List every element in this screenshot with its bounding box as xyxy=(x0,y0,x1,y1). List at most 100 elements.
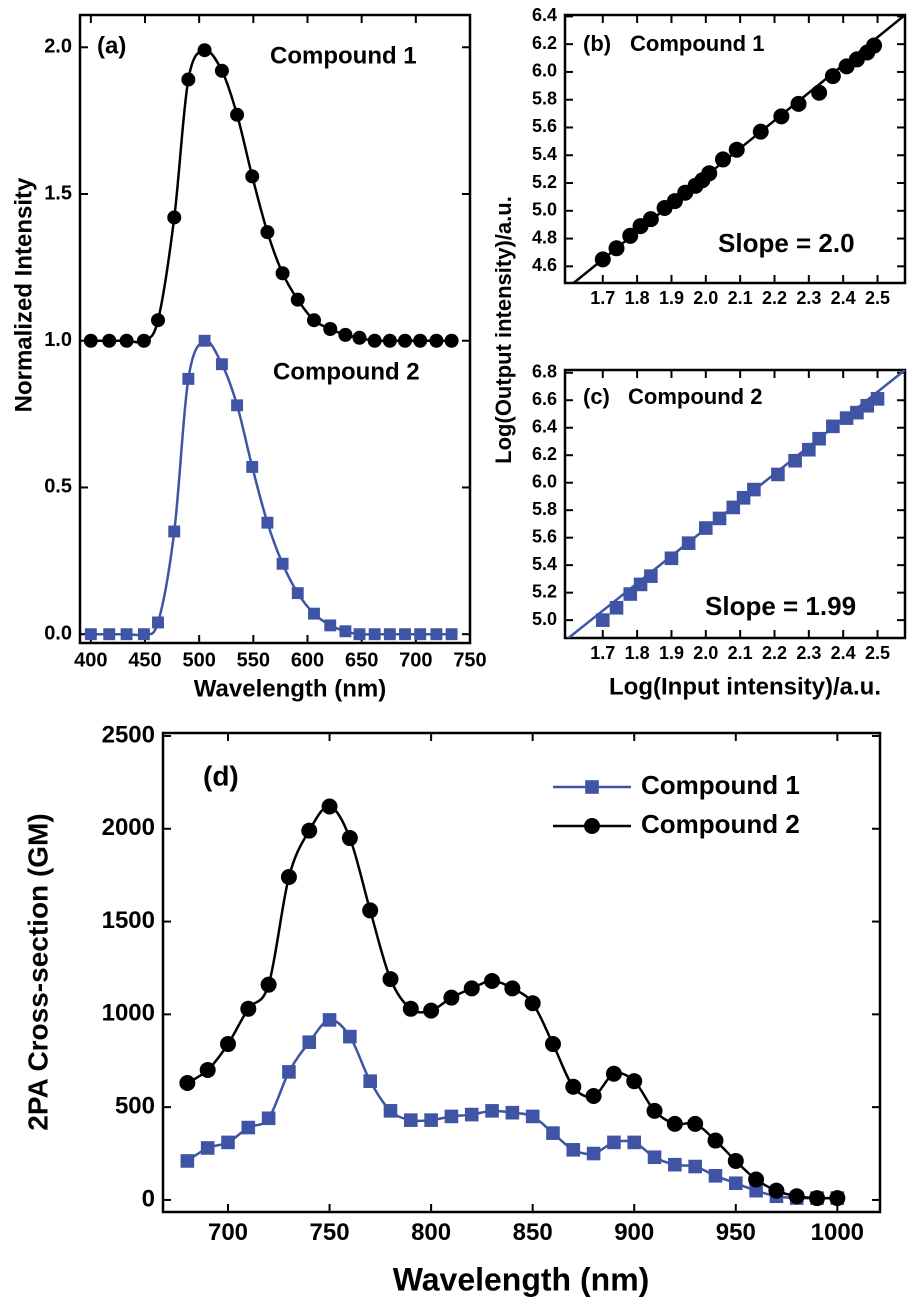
marker xyxy=(788,1188,805,1205)
marker xyxy=(414,628,427,641)
x-tick-label: 700 xyxy=(208,1219,248,1246)
marker xyxy=(850,405,864,420)
y-tick-label: 6.0 xyxy=(532,471,557,491)
series-label: Compound 1 xyxy=(270,42,417,69)
marker xyxy=(179,1075,196,1092)
marker xyxy=(197,43,212,58)
marker xyxy=(261,516,274,529)
marker xyxy=(748,1171,765,1188)
marker xyxy=(280,869,297,886)
marker xyxy=(102,333,117,348)
marker xyxy=(399,628,411,641)
marker xyxy=(245,169,260,184)
marker xyxy=(291,587,304,600)
x-tick-label: 650 xyxy=(345,649,378,671)
marker xyxy=(219,1036,236,1053)
x-tick-label: 700 xyxy=(399,649,432,671)
marker xyxy=(485,1104,499,1118)
y-tick-label: 0.5 xyxy=(44,476,72,498)
marker xyxy=(383,628,396,641)
marker xyxy=(322,1013,337,1027)
marker xyxy=(402,1000,419,1017)
x-tick-label: 550 xyxy=(237,649,270,671)
y-tick-label: 5.6 xyxy=(532,526,557,546)
marker xyxy=(362,902,379,919)
series-line xyxy=(566,370,905,638)
y-tick-label: 1.5 xyxy=(44,182,72,204)
x-tick-label: 1.9 xyxy=(659,643,684,663)
y-tick-label: 0.0 xyxy=(44,622,72,644)
panel: 400 450 500 550 600 650 700 750 0.0 0.5 1.0 1.5 2.0 C… xyxy=(10,13,487,702)
marker xyxy=(727,1152,744,1169)
panel: 700 750 800 850 900 950 1000 0 500 1000 1500 2000 25… xyxy=(22,721,882,1297)
marker xyxy=(324,619,337,632)
marker xyxy=(382,971,399,988)
y-tick-label: 1000 xyxy=(102,1000,155,1027)
y-tick-label: 5.4 xyxy=(532,144,557,164)
marker xyxy=(595,613,610,627)
x-tick-label: 1000 xyxy=(811,1219,864,1246)
y-tick-label: 2.0 xyxy=(44,36,72,58)
marker xyxy=(429,333,444,348)
marker xyxy=(708,1169,723,1183)
marker xyxy=(382,333,397,348)
x-tick-label: 400 xyxy=(74,649,107,671)
x-axis-label: Wavelength (nm) xyxy=(393,1261,650,1297)
marker xyxy=(664,551,679,566)
x-tick-label: 450 xyxy=(128,649,161,671)
marker xyxy=(646,1102,663,1119)
marker xyxy=(199,1062,216,1079)
marker xyxy=(688,1159,702,1174)
y-tick-label: 6.0 xyxy=(532,61,557,81)
marker xyxy=(811,84,828,101)
marker xyxy=(463,980,480,997)
marker xyxy=(728,1176,743,1191)
marker xyxy=(338,327,353,342)
y-tick-label: 6.4 xyxy=(532,416,557,436)
plot-frame xyxy=(563,368,907,640)
marker xyxy=(180,1154,195,1168)
panel-label: (a) xyxy=(97,32,126,59)
marker xyxy=(444,1109,459,1124)
legend-label: Compound 2 xyxy=(641,809,800,839)
marker xyxy=(790,95,807,112)
marker xyxy=(137,628,150,641)
marker xyxy=(307,313,321,328)
x-tick-label: 500 xyxy=(182,649,215,671)
y-tick-label: 0 xyxy=(142,1185,155,1212)
panel-label: (b) xyxy=(583,31,611,56)
marker xyxy=(290,292,305,307)
x-tick-label: 1.7 xyxy=(590,643,615,663)
marker xyxy=(181,72,196,87)
annotation: Slope = 2.0 xyxy=(718,228,855,258)
marker xyxy=(214,63,229,78)
marker xyxy=(168,525,181,538)
x-tick-label: 850 xyxy=(513,1219,553,1246)
marker xyxy=(83,333,98,348)
marker xyxy=(644,569,658,583)
marker xyxy=(443,989,460,1006)
marker xyxy=(368,628,381,641)
series-line xyxy=(90,48,452,344)
marker xyxy=(668,1157,682,1172)
marker xyxy=(367,333,382,348)
y-tick-label: 6.2 xyxy=(532,33,557,53)
marker xyxy=(363,1074,377,1088)
marker xyxy=(605,1065,622,1082)
x-tick-label: 2.2 xyxy=(762,288,787,308)
marker xyxy=(182,372,195,385)
marker xyxy=(566,1143,581,1157)
legend-marker xyxy=(584,818,600,834)
annotation: Slope = 1.99 xyxy=(705,591,856,621)
marker xyxy=(221,1135,235,1150)
marker xyxy=(633,577,648,592)
marker xyxy=(413,333,428,348)
y-tick-label: 6.4 xyxy=(532,5,557,25)
marker xyxy=(424,1113,438,1127)
x-tick-label: 2.4 xyxy=(831,288,856,308)
marker xyxy=(544,1036,561,1053)
panel-label: (d) xyxy=(203,760,239,791)
marker xyxy=(423,1002,440,1019)
x-tick-label: 2.3 xyxy=(796,288,821,308)
